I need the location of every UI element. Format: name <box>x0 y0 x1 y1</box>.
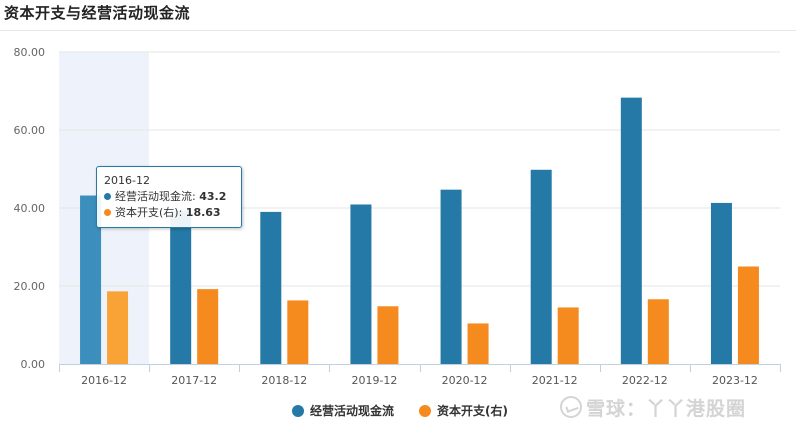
title-divider <box>0 30 796 31</box>
watermark: 雪球：丫丫港股圈 <box>560 394 746 421</box>
x-tick-label: 2023-12 <box>712 374 758 387</box>
x-tick-label: 2020-12 <box>442 374 488 387</box>
tooltip-value: 18.63 <box>185 206 221 219</box>
y-tick-label: 60.00 <box>14 124 46 137</box>
tooltip-label: 资本开支(右): <box>115 206 186 219</box>
legend-label: 资本开支(右) <box>437 403 508 418</box>
bar-operating-cash-flow <box>350 204 372 364</box>
y-tick-label: 40.00 <box>14 202 46 215</box>
tooltip-row-operating-cash-flow: 经营活动现金流: 43.2 <box>104 189 241 205</box>
bar-capex <box>737 266 759 364</box>
bar-operating-cash-flow <box>80 195 102 364</box>
y-tick-label: 20.00 <box>14 280 46 293</box>
bar-operating-cash-flow <box>530 169 552 364</box>
legend-label: 经营活动现金流 <box>310 403 394 418</box>
chart-title: 资本开支与经营活动现金流 <box>4 4 191 22</box>
bar-operating-cash-flow <box>170 210 192 364</box>
tooltip-dot-orange-icon <box>104 209 111 216</box>
watermark-text: 雪球：丫丫港股圈 <box>586 398 747 420</box>
bar-operating-cash-flow <box>620 97 642 364</box>
tooltip-category: 2016-12 <box>104 174 150 187</box>
tooltip-dot-blue-icon <box>104 193 111 200</box>
x-tick-label: 2021-12 <box>532 374 578 387</box>
x-tick-label: 2019-12 <box>351 374 397 387</box>
xueqiu-logo-icon <box>560 396 582 418</box>
legend-dot-orange-icon <box>419 405 431 417</box>
tooltip-row-capex: 资本开支(右): 18.63 <box>104 205 241 221</box>
chart-tooltip: 2016-12 经营活动现金流: 43.2 资本开支(右): 18.63 <box>96 166 242 228</box>
bar-operating-cash-flow <box>440 189 462 364</box>
y-tick-label: 0.00 <box>21 358 46 371</box>
tooltip-label: 经营活动现金流: <box>115 190 200 203</box>
y-tick-label: 80.00 <box>14 46 46 59</box>
bar-capex <box>377 306 399 364</box>
bar-capex <box>647 299 669 364</box>
x-tick-label: 2022-12 <box>622 374 668 387</box>
bar-capex <box>287 300 309 364</box>
bar-operating-cash-flow <box>710 202 732 364</box>
bar-capex <box>467 323 489 364</box>
tooltip-value: 43.2 <box>199 190 227 203</box>
bar-capex <box>557 307 579 364</box>
x-tick-label: 2018-12 <box>261 374 307 387</box>
bar-operating-cash-flow <box>260 211 282 364</box>
x-tick-label: 2016-12 <box>81 374 127 387</box>
bar-capex <box>197 289 219 364</box>
legend-dot-blue-icon <box>292 405 304 417</box>
bar-capex <box>107 291 129 364</box>
x-tick-label: 2017-12 <box>171 374 217 387</box>
